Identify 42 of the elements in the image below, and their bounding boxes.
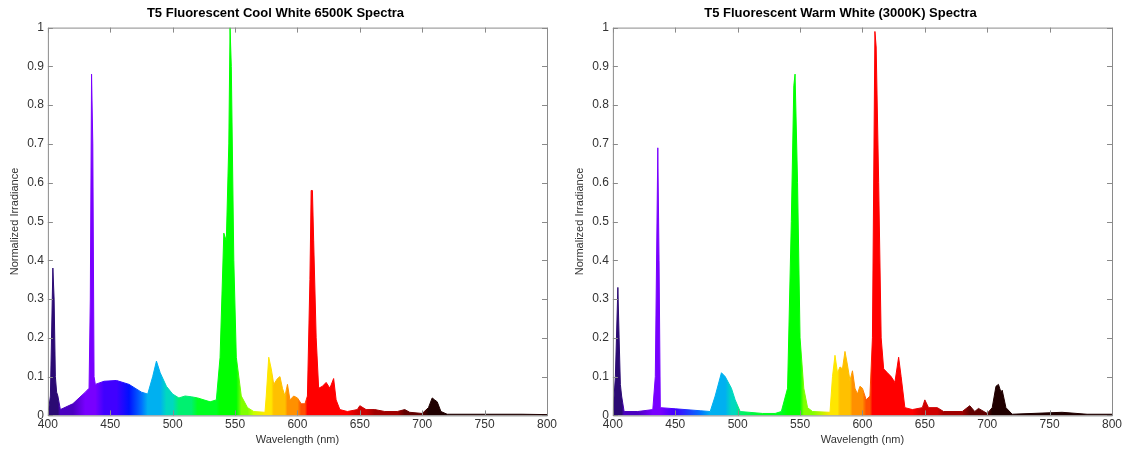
x-tick-label: 750 xyxy=(1039,416,1060,431)
y-axis-title: Normalized Irradiance xyxy=(572,167,585,276)
y-tick-label: 0.7 xyxy=(27,136,45,151)
y-tick-label: 0.2 xyxy=(27,330,45,345)
x-tick-label: 550 xyxy=(225,416,246,431)
y-tick-label: 0.2 xyxy=(592,330,610,345)
y-tick-label: 0.5 xyxy=(592,213,610,228)
x-tick-label: 650 xyxy=(349,416,371,431)
x-tick-label: 750 xyxy=(474,416,495,431)
y-tick-label: 0.6 xyxy=(592,175,610,190)
y-tick-label: 0.1 xyxy=(592,368,610,383)
x-tick-label: 450 xyxy=(100,416,121,431)
y-tick-label: 0.7 xyxy=(592,136,610,151)
x-tick-label: 550 xyxy=(790,416,811,431)
x-tick-label: 800 xyxy=(536,416,558,431)
y-tick-label: 0.8 xyxy=(592,97,610,112)
y-tick-label: 0.3 xyxy=(592,291,610,306)
x-tick-label: 650 xyxy=(914,416,936,431)
x-axis-title: Wavelength (nm) xyxy=(255,433,340,446)
y-tick-label: 0.9 xyxy=(592,58,610,73)
x-tick-label: 500 xyxy=(162,416,183,431)
y-tick-label: 1 xyxy=(37,19,45,34)
y-tick-label: 1 xyxy=(602,19,610,34)
y-tick-label: 0.4 xyxy=(27,252,45,267)
y-tick-label: 0.1 xyxy=(27,368,45,383)
x-tick-label: 700 xyxy=(977,416,998,431)
y-axis-title: Normalized Irradiance xyxy=(7,167,20,276)
chart-title: T5 Fluorescent Cool White 6500K Spectra xyxy=(146,5,405,21)
x-tick-label: 800 xyxy=(1101,416,1123,431)
x-tick-label: 450 xyxy=(665,416,686,431)
x-tick-label: 700 xyxy=(412,416,433,431)
x-axis-title: Wavelength (nm) xyxy=(820,433,905,446)
y-tick-label: 0.4 xyxy=(592,252,610,267)
y-tick-label: 0.9 xyxy=(27,58,45,73)
x-tick-label: 600 xyxy=(852,416,873,431)
x-tick-label: 600 xyxy=(287,416,308,431)
x-tick-label: 500 xyxy=(727,416,748,431)
y-tick-label: 0.8 xyxy=(27,97,45,112)
chart-title: T5 Fluorescent Warm White (3000K) Spectra xyxy=(704,5,978,21)
y-tick-label: 0.5 xyxy=(27,213,45,228)
y-tick-label: 0.6 xyxy=(27,175,45,190)
y-tick-label: 0.3 xyxy=(27,291,45,306)
